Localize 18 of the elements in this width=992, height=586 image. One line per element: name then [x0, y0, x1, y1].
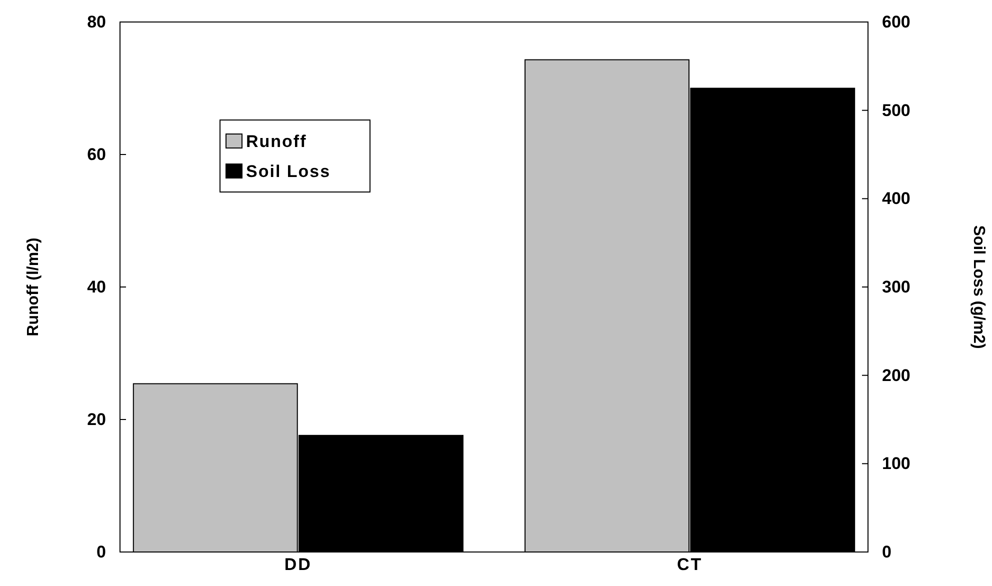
- y2-tick-label: 500: [882, 100, 910, 120]
- y2-tick-label: 200: [882, 366, 910, 385]
- y-tick-label: 40: [87, 277, 106, 296]
- y2-axis-title: Soil Loss (g/m2): [970, 225, 987, 349]
- legend-label: Runoff: [246, 132, 307, 151]
- y2-tick-label: 0: [882, 542, 892, 562]
- x-tick-label: DD: [284, 555, 312, 574]
- y-tick-label: 20: [87, 410, 106, 429]
- y-tick-label: 60: [87, 144, 106, 164]
- y2-tick-label: 600: [882, 12, 910, 32]
- x-tick-label: CT: [676, 555, 703, 574]
- y2-tick-label: 300: [882, 277, 910, 296]
- y2-tick-label: 400: [882, 189, 910, 208]
- y-tick-label: 0: [96, 542, 106, 562]
- y-tick-label: 80: [87, 12, 106, 32]
- legend-label: Soil Loss: [246, 162, 331, 181]
- y2-tick-label: 100: [882, 454, 910, 474]
- y-axis-title: Runoff (l/m2): [25, 238, 42, 336]
